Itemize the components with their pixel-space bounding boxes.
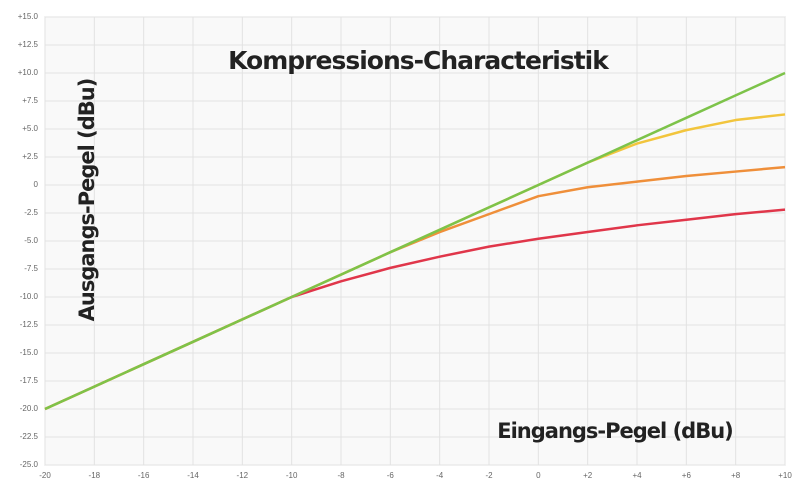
y-tick-label: +2.5 [22, 152, 38, 161]
x-tick-label: -16 [138, 471, 150, 480]
series-line [44, 71, 786, 411]
x-tick-label: 0 [536, 471, 541, 480]
y-tick-label: -10.0 [20, 292, 39, 301]
x-axis-label: Eingangs-Pegel (dBu) [497, 419, 733, 443]
x-tick-label: +6 [682, 471, 692, 480]
x-tick-label: -18 [89, 471, 101, 480]
x-tick-label: -10 [286, 471, 298, 480]
y-tick-label: -15.0 [20, 348, 39, 357]
y-tick-label: -2.5 [24, 208, 38, 217]
y-tick-label: 0 [34, 180, 39, 189]
chart-title: Kompressions-Characteristik [228, 46, 610, 75]
y-tick-label: +15.0 [18, 12, 39, 21]
y-tick-label: -17.5 [20, 376, 39, 385]
y-tick-label: +5.0 [22, 124, 38, 133]
y-tick-label: -22.5 [20, 432, 39, 441]
x-tick-label: +2 [583, 471, 593, 480]
x-tick-label: -8 [337, 471, 345, 480]
y-tick-label: +12.5 [18, 40, 39, 49]
y-tick-label: -20.0 [20, 404, 39, 413]
lines [44, 71, 786, 411]
y-tick-label: -5.0 [24, 236, 38, 245]
x-tick-label: +10 [778, 471, 792, 480]
y-tick-label: +7.5 [22, 96, 38, 105]
y-tick-label: -12.5 [20, 320, 39, 329]
x-tick-label: +4 [632, 471, 642, 480]
grid [44, 16, 786, 466]
y-tick-label: +10.0 [18, 68, 39, 77]
x-tick-label: +8 [731, 471, 741, 480]
y-tick-label: -25.0 [20, 460, 39, 469]
y-tick-label: -7.5 [24, 264, 38, 273]
x-tick-label: -12 [237, 471, 249, 480]
x-tick-label: -20 [39, 471, 51, 480]
x-tick-label: -6 [387, 471, 395, 480]
x-tick-label: -2 [485, 471, 493, 480]
x-tick-label: -4 [436, 471, 444, 480]
x-tick-label: -14 [187, 471, 199, 480]
y-axis-label: Ausgangs-Pegel (dBu) [75, 79, 99, 322]
